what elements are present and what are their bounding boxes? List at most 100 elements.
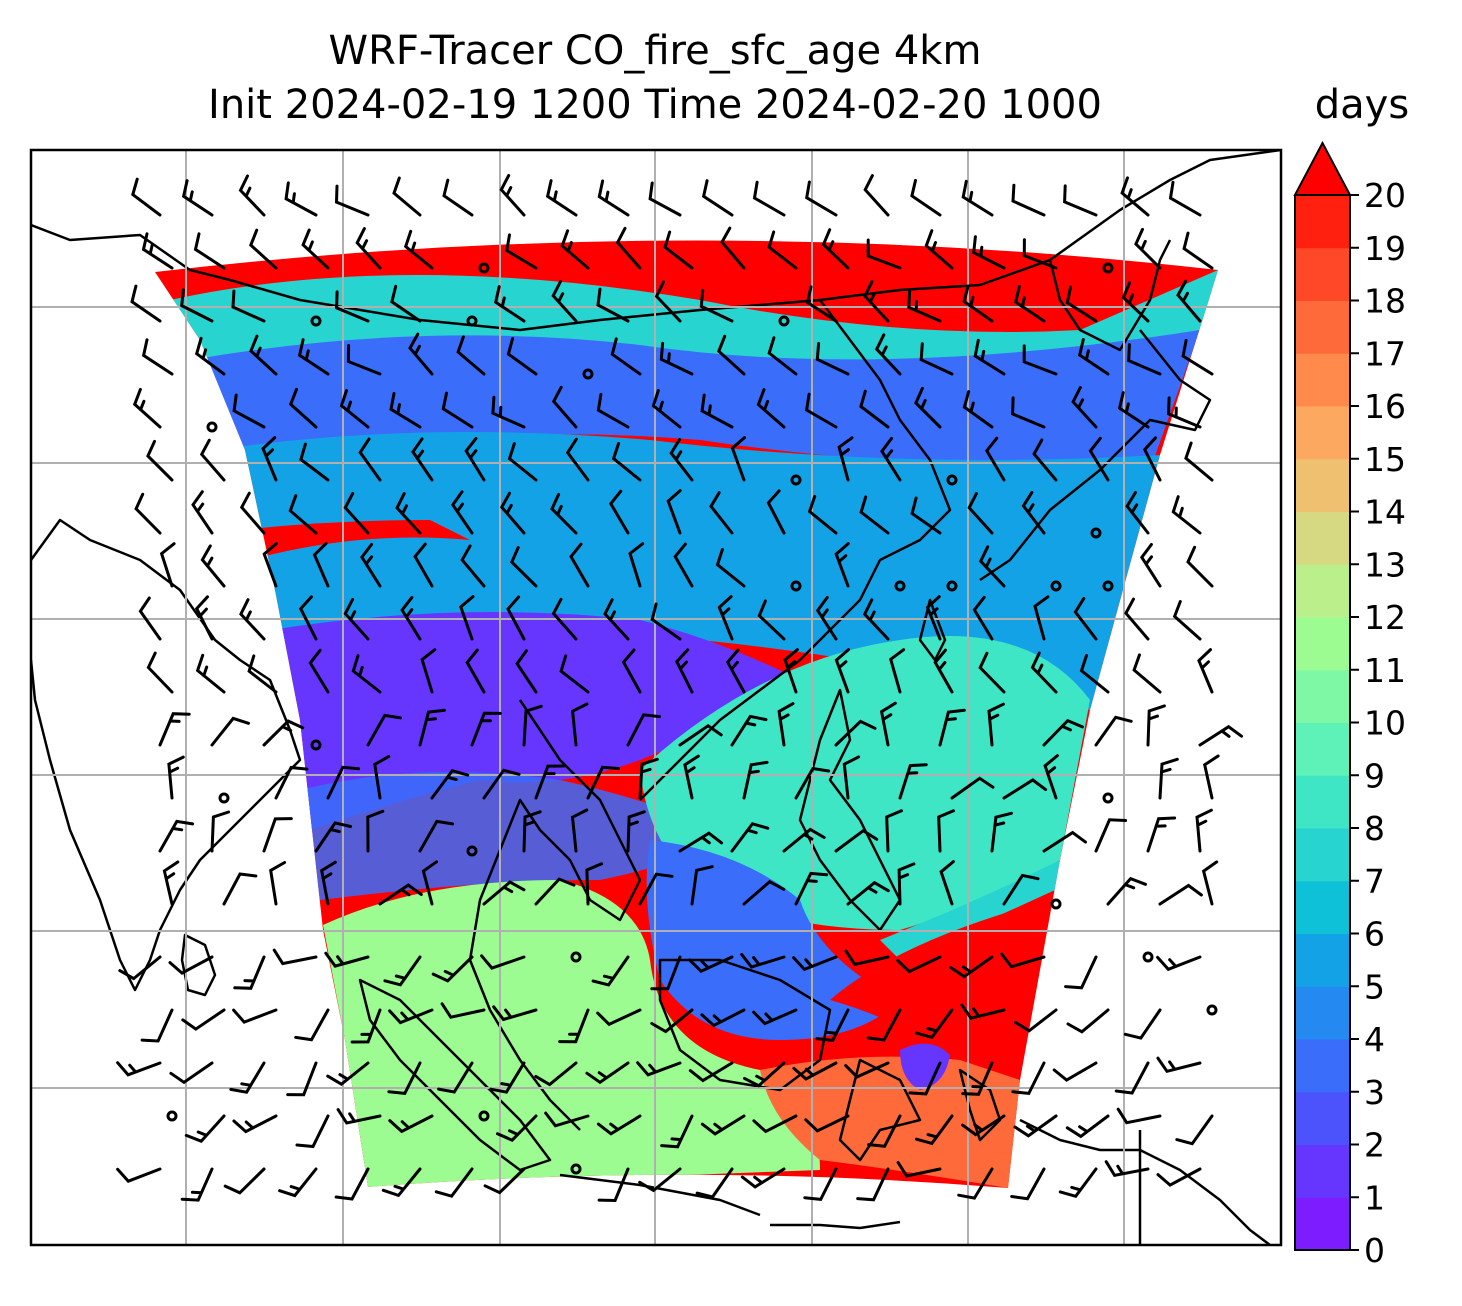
wind-barb <box>130 284 162 323</box>
wind-barb <box>1124 597 1150 641</box>
coastline-new-guinea <box>1019 1118 1271 1245</box>
wind-barb <box>442 178 474 217</box>
wind-barb <box>834 719 877 747</box>
wind-barb <box>295 1114 330 1149</box>
wind-barb <box>408 332 434 376</box>
wind-barb <box>343 492 370 535</box>
wind-barb <box>636 1061 682 1077</box>
calm-wind-marker <box>1090 527 1102 539</box>
wind-barb <box>180 1167 214 1202</box>
wind-barb <box>628 542 645 588</box>
wind-barb <box>626 810 646 853</box>
wind-barb <box>834 542 850 588</box>
wind-barb <box>184 1114 226 1143</box>
wind-barb <box>804 1114 850 1133</box>
wind-barb <box>284 181 318 217</box>
wind-barb <box>515 649 538 694</box>
wind-barb <box>596 287 630 323</box>
colorbar-tick-label: 6 <box>1364 915 1385 954</box>
wind-barb <box>274 765 309 800</box>
wind-barb <box>403 229 434 270</box>
wind-barb <box>972 235 1006 270</box>
wind-barb <box>480 954 526 970</box>
colorbar-tick-label: 5 <box>1364 967 1385 1006</box>
wind-barb <box>914 386 942 429</box>
wind-barb <box>638 757 659 800</box>
wind-barb <box>908 1061 942 1096</box>
wind-barb <box>807 494 838 535</box>
wind-barb <box>360 542 382 588</box>
wind-barb <box>298 595 318 641</box>
wind-barb <box>418 819 455 853</box>
wind-barb <box>335 290 370 323</box>
coastline-japan <box>979 329 1212 582</box>
wind-barb <box>1106 876 1147 906</box>
wind-barb <box>638 872 674 906</box>
coastline-srilanka <box>180 933 217 997</box>
wind-barb <box>326 765 361 800</box>
wind-barb <box>585 862 604 906</box>
colorbar-unit-label: days <box>1314 82 1410 128</box>
wind-barb <box>794 766 831 800</box>
wind-barb <box>232 1008 278 1024</box>
wind-barb <box>392 176 422 217</box>
wind-barb <box>494 285 526 323</box>
calm-wind-marker <box>1142 951 1154 963</box>
wind-barb <box>247 654 278 694</box>
wind-barb <box>1033 595 1050 641</box>
wind-barb <box>162 860 180 906</box>
wind-barb <box>571 702 589 747</box>
colorbar-tick-label: 16 <box>1364 387 1406 426</box>
wind-barb <box>223 1167 266 1195</box>
wind-barb <box>388 1008 434 1025</box>
calm-wind-marker <box>790 474 802 486</box>
colorbar-segment <box>1295 933 1350 987</box>
wind-barb <box>437 1061 474 1094</box>
wind-barb <box>863 280 890 323</box>
wind-barb <box>1043 754 1059 800</box>
colorbar-segment <box>1295 1144 1350 1198</box>
wind-barb <box>842 755 861 800</box>
wind-barb <box>648 181 682 217</box>
wind-barb <box>660 1114 694 1149</box>
wind-barb <box>782 827 826 853</box>
wind-barb <box>1071 386 1098 429</box>
wind-barb <box>1203 754 1220 800</box>
wind-barb <box>1156 1167 1202 1187</box>
wind-barb <box>459 595 475 641</box>
colorbar-segment <box>1295 669 1350 723</box>
wind-barb <box>1002 778 1048 800</box>
wind-barb <box>334 184 370 217</box>
wind-barb <box>626 713 661 747</box>
wind-barb <box>400 595 422 641</box>
colorbar-tick-label: 0 <box>1364 1231 1385 1270</box>
wind-barb <box>700 1114 746 1136</box>
colorbar-segment <box>1295 247 1350 301</box>
wind-barb <box>683 754 700 800</box>
wind-barb <box>1198 724 1243 747</box>
colorbar-tick-label: 7 <box>1364 862 1385 901</box>
wind-barb <box>767 230 798 270</box>
wind-barb <box>896 955 942 974</box>
wind-barb <box>350 1008 382 1044</box>
wind-barb <box>1195 808 1213 853</box>
wind-barb <box>608 489 630 535</box>
wind-barb <box>752 180 786 217</box>
colorbar-tick-label: 11 <box>1364 651 1406 690</box>
colorbar-tick-label: 19 <box>1364 229 1406 268</box>
calm-wind-marker <box>1050 898 1062 910</box>
wind-barb <box>492 1005 538 1022</box>
wind-barb <box>1065 1114 1110 1139</box>
calm-wind-marker <box>946 580 958 592</box>
wind-barb <box>299 442 330 482</box>
wind-barb <box>534 877 576 906</box>
calm-wind-marker <box>478 262 490 274</box>
wind-barb <box>1088 436 1110 482</box>
wind-barb <box>730 714 768 747</box>
wind-barb <box>597 1167 630 1203</box>
wind-barb <box>551 597 578 641</box>
colorbar-tick-label: 12 <box>1364 598 1406 637</box>
wind-barb <box>1042 830 1087 853</box>
wind-barb <box>131 177 162 217</box>
